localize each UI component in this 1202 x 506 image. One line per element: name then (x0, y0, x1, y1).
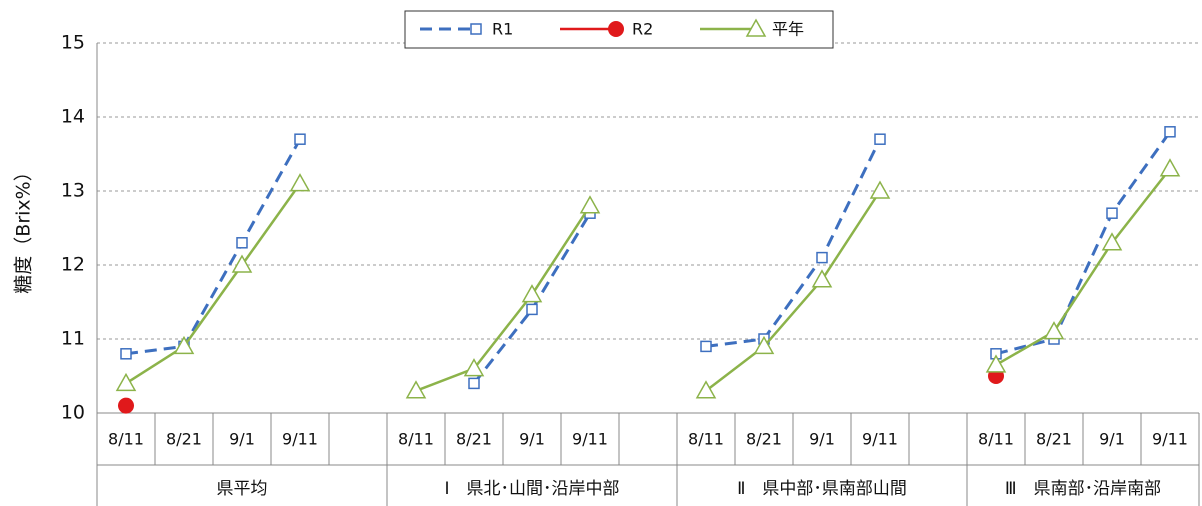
marker (874, 133, 886, 145)
marker (526, 303, 538, 316)
marker (1043, 321, 1065, 340)
x-tick-label: 8/11 (108, 430, 144, 449)
series-line (125, 130, 1172, 385)
x-tick-label: 8/21 (1036, 430, 1072, 449)
y-tick-label: 13 (61, 180, 85, 202)
marker (695, 380, 717, 399)
marker (294, 133, 306, 145)
marker (115, 372, 137, 392)
x-tick-label: 8/11 (398, 430, 434, 449)
marker (1164, 126, 1176, 138)
x-tick-label: 8/21 (456, 430, 492, 449)
y-tick-label: 12 (61, 254, 85, 276)
marker (470, 23, 482, 35)
marker (700, 340, 712, 353)
marker (468, 377, 480, 390)
x-tick-label: 9/11 (862, 430, 898, 449)
x-tick-label: 9/11 (572, 430, 608, 449)
marker (1159, 158, 1181, 177)
marker (405, 380, 427, 399)
marker (1106, 207, 1118, 219)
x-tick-label: 9/1 (809, 430, 835, 449)
marker (811, 269, 833, 288)
x-tick-label: 9/11 (1152, 430, 1188, 449)
legend-label: 平年 (772, 20, 804, 39)
marker (231, 254, 253, 273)
legend-label: R1 (492, 20, 513, 39)
series-line (125, 168, 1171, 392)
marker (236, 237, 248, 249)
marker (118, 397, 134, 414)
marker (745, 18, 767, 37)
marker (816, 251, 828, 264)
marker (289, 173, 311, 192)
marker (985, 354, 1007, 373)
group-label: Ⅲ 県南部･沿岸南部 (1005, 479, 1161, 499)
marker (608, 21, 624, 37)
y-tick-label: 14 (61, 106, 85, 128)
x-tick-label: 8/21 (166, 430, 202, 449)
x-tick-label: 8/21 (746, 430, 782, 449)
x-tick-label: 8/11 (978, 430, 1014, 449)
group-label: Ⅰ 県北･山間･沿岸中部 (444, 479, 619, 499)
legend-label: R2 (632, 20, 653, 39)
x-tick-label: 9/1 (1099, 430, 1125, 449)
marker (753, 335, 775, 355)
group-label: 県平均 (217, 479, 268, 499)
y-tick-label: 10 (61, 402, 85, 424)
y-tick-label: 11 (61, 328, 85, 350)
marker (1101, 232, 1123, 251)
group-label: Ⅱ 県中部･県南部山間 (737, 479, 907, 499)
x-tick-label: 9/1 (519, 430, 545, 449)
marker (173, 335, 195, 355)
marker (869, 180, 891, 199)
y-tick-label: 15 (61, 32, 85, 54)
marker (120, 348, 132, 360)
marker (463, 358, 485, 377)
x-tick-label: 8/11 (688, 430, 724, 449)
y-axis-label: 糖度（Brix%） (13, 162, 35, 293)
marker (521, 284, 543, 303)
marker (579, 195, 601, 214)
x-tick-label: 9/11 (282, 430, 318, 449)
x-tick-label: 9/1 (229, 430, 255, 449)
